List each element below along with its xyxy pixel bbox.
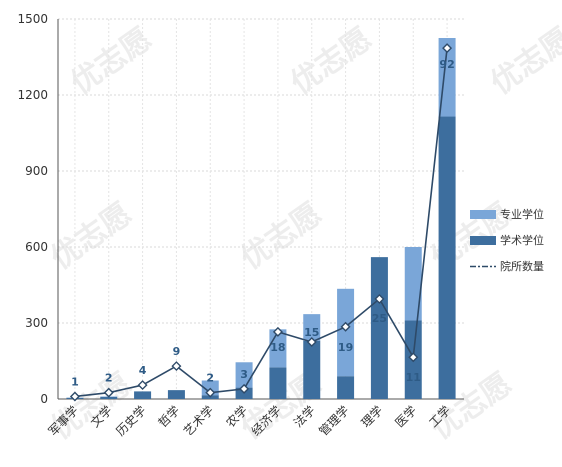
legend-swatch-professional xyxy=(470,209,496,219)
watermark-text-0: 优志愿 xyxy=(65,21,159,101)
institutes-point-9 xyxy=(374,293,385,304)
institutes-point-7 xyxy=(306,337,317,347)
institutes-point-6 xyxy=(272,326,283,337)
watermark-text-3: 优志愿 xyxy=(45,196,139,276)
institutes-label-4: 2 xyxy=(206,372,214,385)
legend-item-academic[interactable]: 学术学位 xyxy=(470,232,560,248)
legend-label-academic: 学术学位 xyxy=(500,234,544,247)
institutes-point-5 xyxy=(239,383,250,394)
institutes-label-5: 3 xyxy=(240,368,248,381)
bar-academic-6 xyxy=(269,367,287,399)
line-series xyxy=(69,43,453,402)
y-tick-label-0: 0 xyxy=(40,392,48,406)
institutes-point-2 xyxy=(137,380,148,391)
institutes-point-0 xyxy=(69,391,80,402)
watermark-text-1: 优志愿 xyxy=(285,21,379,101)
bar-professional-8 xyxy=(337,288,355,377)
bar-professional-7 xyxy=(303,314,321,341)
institutes-label-11: 92 xyxy=(439,58,454,71)
legend-label-professional: 专业学位 xyxy=(500,208,544,221)
x-tick-label-3: 哲学 xyxy=(155,403,183,431)
x-tick-label-4: 艺术学 xyxy=(180,403,216,439)
watermark-text-2: 优志愿 xyxy=(485,21,562,101)
bar-academic-2 xyxy=(134,391,152,399)
y-tick-label-5: 1500 xyxy=(17,12,48,26)
bar-academic-1 xyxy=(100,396,118,399)
institutes-point-11 xyxy=(442,43,453,54)
institutes-point-10 xyxy=(408,352,419,363)
legend-item-institutes[interactable]: 院所数量 xyxy=(470,258,560,274)
bar-academic-11 xyxy=(438,116,456,400)
legend-item-professional[interactable]: 专业学位 xyxy=(470,206,560,222)
institutes-point-3 xyxy=(171,361,182,372)
y-tick-label-4: 1200 xyxy=(17,88,48,102)
legend: 专业学位 学术学位 院所数量 xyxy=(470,206,560,284)
institutes-label-9: 25 xyxy=(372,312,387,325)
institutes-label-8: 19 xyxy=(338,341,353,354)
institutes-label-0: 1 xyxy=(71,375,79,388)
institutes-label-7: 15 xyxy=(304,326,319,339)
legend-swatch-institutes xyxy=(470,265,496,267)
y-tick-label-2: 600 xyxy=(25,240,48,254)
institutes-point-8 xyxy=(340,321,351,332)
legend-label-institutes: 院所数量 xyxy=(500,260,544,273)
legend-swatch-academic xyxy=(470,235,496,245)
institutes-point-1 xyxy=(103,387,114,398)
institutes-line xyxy=(74,48,448,398)
bar-professional-11 xyxy=(438,38,456,117)
bar-academic-9 xyxy=(370,257,388,399)
x-tick-label-9: 理学 xyxy=(358,403,386,431)
bar-academic-8 xyxy=(337,376,355,399)
watermark-text-4: 优志愿 xyxy=(235,196,329,276)
institutes-label-10: 11 xyxy=(406,371,421,384)
institutes-label-6: 18 xyxy=(270,341,285,354)
axes xyxy=(57,19,464,400)
institutes-point-4 xyxy=(205,387,216,398)
bar-professional-10 xyxy=(404,247,422,321)
institutes-label-2: 4 xyxy=(139,364,147,377)
watermark-text-8: 优志愿 xyxy=(425,366,519,446)
y-tick-label-1: 300 xyxy=(25,316,48,330)
institutes-label-3: 9 xyxy=(173,345,181,358)
x-tick-label-10: 医学 xyxy=(392,403,420,431)
bar-academic-7 xyxy=(303,340,321,399)
y-tick-label-3: 900 xyxy=(25,164,48,178)
bar-academic-3 xyxy=(167,390,185,399)
x-tick-label-8: 管理学 xyxy=(316,403,352,439)
institutes-label-1: 2 xyxy=(105,372,113,385)
